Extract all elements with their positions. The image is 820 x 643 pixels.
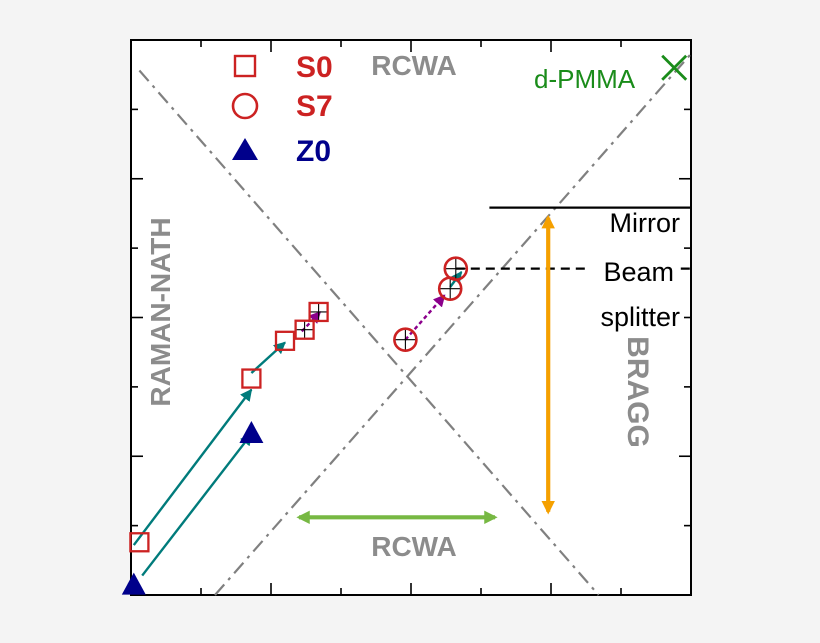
legend-label-s0: S0 <box>296 51 333 84</box>
data-points <box>121 256 469 595</box>
legend: S0 S7 Z0 <box>231 51 333 168</box>
legend-circle-marker <box>231 92 259 120</box>
legend-label-z0: Z0 <box>296 135 331 168</box>
s0-point <box>294 319 315 340</box>
raman-nath-boundary <box>138 69 600 596</box>
s0-point <box>129 532 150 553</box>
arrows <box>132 214 555 577</box>
regime-boundaries <box>138 53 692 596</box>
s0-point <box>274 330 296 351</box>
s7-point <box>443 256 469 281</box>
mirror-label: Mirror <box>610 208 680 238</box>
legend-triangle-marker <box>232 138 258 160</box>
axis-ticks <box>131 40 691 595</box>
legend-label-s7: S7 <box>296 90 333 123</box>
s0-point <box>308 301 329 323</box>
teal-arrow <box>132 388 253 546</box>
raman-nath-label: RAMAN-NATH <box>145 217 176 406</box>
dpmma-cross-stroke <box>661 54 688 81</box>
legend-square-marker <box>233 54 257 78</box>
rcwa-bottom-label: RCWA <box>371 531 457 562</box>
z0-point <box>121 572 146 595</box>
s7-point <box>393 327 418 353</box>
splitter-label-bg <box>580 299 684 333</box>
purple-arrow <box>300 311 322 333</box>
s0-point <box>241 368 262 389</box>
beam-label: Beam <box>603 257 674 287</box>
rcwa-top-label: RCWA <box>371 50 457 81</box>
splitter-label: splitter <box>600 302 680 332</box>
teal-arrow <box>141 433 253 577</box>
dpmma-label: d-PMMA <box>534 64 636 94</box>
dpmma-cross-marker <box>661 54 688 81</box>
z0-point <box>239 421 264 444</box>
bragg-boundary <box>214 53 692 596</box>
beam-label-bg <box>585 256 677 288</box>
bragg-label: BRAGG <box>621 336 654 448</box>
teal-arrow <box>250 341 286 374</box>
